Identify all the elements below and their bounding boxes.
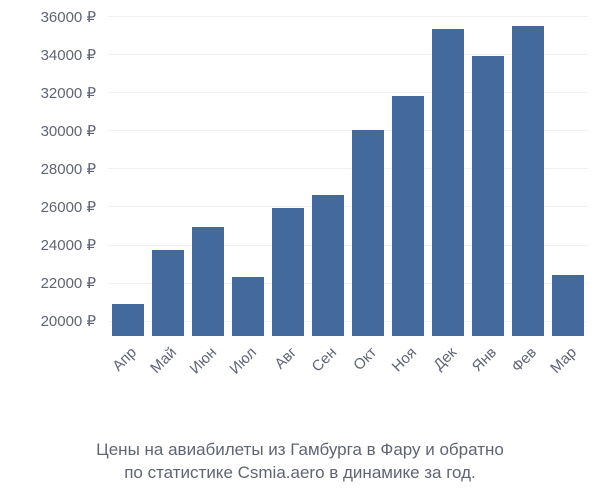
y-tick-label: 26000 ₽ bbox=[0, 198, 96, 216]
x-tick-label: Дек bbox=[430, 344, 460, 374]
y-tick-label: 24000 ₽ bbox=[0, 236, 96, 254]
bar bbox=[392, 96, 425, 336]
chart-container: 20000 ₽ 22000 ₽ 24000 ₽ 26000 ₽ 28000 ₽ 30000… bbox=[0, 0, 600, 500]
x-tick-label: Авг bbox=[271, 344, 300, 373]
bar bbox=[352, 130, 385, 336]
bar bbox=[512, 26, 545, 336]
bar bbox=[552, 275, 585, 336]
plot-area bbox=[108, 16, 588, 336]
y-tick-label: 20000 ₽ bbox=[0, 312, 96, 330]
y-tick-label: 32000 ₽ bbox=[0, 84, 96, 102]
x-tick-label: Фев bbox=[508, 344, 540, 376]
x-tick-label: Ноя bbox=[389, 344, 420, 375]
x-tick-label: Янв bbox=[469, 344, 500, 375]
x-tick-label: Май bbox=[147, 344, 180, 377]
bar bbox=[192, 227, 225, 336]
bar bbox=[472, 56, 505, 336]
bar bbox=[312, 195, 345, 336]
x-tick-label: Июн bbox=[187, 344, 220, 377]
x-tick-label: Сен bbox=[309, 344, 340, 375]
y-tick-label: 22000 ₽ bbox=[0, 274, 96, 292]
caption-line-2: по статистике Csmia.aero в динамике за г… bbox=[0, 461, 600, 484]
bar bbox=[272, 208, 305, 336]
chart-caption: Цены на авиабилеты из Гамбурга в Фару и … bbox=[0, 438, 600, 484]
caption-line-1: Цены на авиабилеты из Гамбурга в Фару и … bbox=[0, 438, 600, 461]
bars-layer bbox=[108, 16, 588, 336]
bar bbox=[432, 29, 465, 336]
bar bbox=[152, 250, 185, 336]
x-tick-label: Апр bbox=[109, 344, 140, 375]
x-tick-label: Мар bbox=[547, 344, 580, 377]
bar bbox=[112, 304, 145, 336]
x-tick-label: Июл bbox=[226, 344, 260, 378]
y-tick-label: 28000 ₽ bbox=[0, 160, 96, 178]
bar bbox=[232, 277, 265, 336]
y-tick-label: 36000 ₽ bbox=[0, 8, 96, 26]
y-tick-label: 30000 ₽ bbox=[0, 122, 96, 140]
y-tick-label: 34000 ₽ bbox=[0, 46, 96, 64]
x-tick-label: Окт bbox=[350, 344, 380, 374]
